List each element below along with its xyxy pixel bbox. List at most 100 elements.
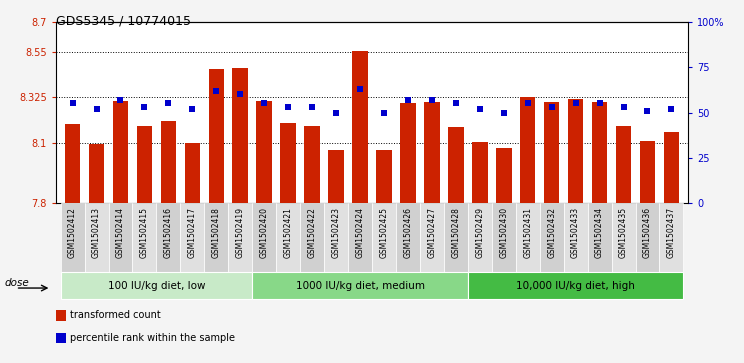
Text: GSM1502418: GSM1502418 bbox=[212, 207, 221, 258]
Text: GSM1502429: GSM1502429 bbox=[475, 207, 484, 258]
Text: GSM1502437: GSM1502437 bbox=[667, 207, 676, 258]
Bar bbox=[156, 203, 180, 272]
Bar bbox=[65, 124, 80, 203]
Bar bbox=[612, 203, 635, 272]
Bar bbox=[424, 102, 440, 203]
Text: GSM1502412: GSM1502412 bbox=[68, 207, 77, 258]
Bar bbox=[664, 132, 679, 203]
Point bbox=[450, 101, 462, 106]
Bar bbox=[640, 141, 655, 203]
Text: 1000 IU/kg diet, medium: 1000 IU/kg diet, medium bbox=[295, 281, 425, 291]
Text: GSM1502428: GSM1502428 bbox=[452, 207, 461, 258]
Point bbox=[354, 86, 366, 92]
Bar bbox=[300, 203, 324, 272]
Bar bbox=[161, 121, 176, 203]
Point bbox=[234, 91, 246, 97]
Bar bbox=[180, 203, 205, 272]
Bar bbox=[252, 203, 276, 272]
Bar bbox=[568, 99, 583, 203]
Bar bbox=[564, 203, 588, 272]
Text: GSM1502436: GSM1502436 bbox=[643, 207, 652, 258]
Point bbox=[570, 101, 582, 106]
Bar bbox=[544, 102, 559, 203]
Bar bbox=[60, 203, 85, 272]
Text: transformed count: transformed count bbox=[70, 310, 161, 320]
Point bbox=[402, 97, 414, 103]
Point bbox=[187, 106, 199, 112]
Text: 10,000 IU/kg diet, high: 10,000 IU/kg diet, high bbox=[516, 281, 635, 291]
Bar bbox=[205, 203, 228, 272]
Bar bbox=[56, 310, 65, 321]
Bar bbox=[228, 203, 252, 272]
Point bbox=[91, 106, 103, 112]
Bar bbox=[257, 101, 272, 203]
Bar bbox=[396, 203, 420, 272]
Bar bbox=[89, 144, 104, 203]
Text: GSM1502435: GSM1502435 bbox=[619, 207, 628, 258]
Point bbox=[498, 110, 510, 115]
Bar bbox=[276, 203, 300, 272]
Bar bbox=[591, 102, 607, 203]
Bar bbox=[635, 203, 659, 272]
Bar bbox=[137, 126, 153, 203]
Bar bbox=[616, 126, 632, 203]
Bar bbox=[208, 69, 224, 203]
Point bbox=[522, 101, 533, 106]
Bar bbox=[185, 143, 200, 203]
Point bbox=[258, 101, 270, 106]
Point bbox=[162, 101, 174, 106]
Point bbox=[282, 104, 294, 110]
Text: GSM1502430: GSM1502430 bbox=[499, 207, 508, 258]
Bar bbox=[468, 272, 684, 299]
Bar bbox=[516, 203, 539, 272]
Point bbox=[67, 101, 79, 106]
Bar bbox=[109, 203, 132, 272]
Point bbox=[211, 88, 222, 94]
Text: GSM1502417: GSM1502417 bbox=[187, 207, 197, 258]
Point bbox=[618, 104, 629, 110]
Text: GSM1502416: GSM1502416 bbox=[164, 207, 173, 258]
Bar bbox=[376, 150, 392, 203]
Text: GSM1502420: GSM1502420 bbox=[260, 207, 269, 258]
Text: GDS5345 / 10774015: GDS5345 / 10774015 bbox=[56, 15, 190, 28]
Text: GSM1502432: GSM1502432 bbox=[547, 207, 557, 258]
Bar bbox=[328, 150, 344, 203]
Text: GSM1502414: GSM1502414 bbox=[116, 207, 125, 258]
Point bbox=[665, 106, 677, 112]
Bar bbox=[85, 203, 109, 272]
Text: 100 IU/kg diet, low: 100 IU/kg diet, low bbox=[108, 281, 205, 291]
Text: GSM1502424: GSM1502424 bbox=[356, 207, 365, 258]
Bar bbox=[280, 123, 296, 203]
Text: GSM1502415: GSM1502415 bbox=[140, 207, 149, 258]
Point bbox=[594, 101, 606, 106]
Point bbox=[115, 97, 126, 103]
Text: GSM1502434: GSM1502434 bbox=[595, 207, 604, 258]
Text: GSM1502426: GSM1502426 bbox=[403, 207, 412, 258]
Text: GSM1502419: GSM1502419 bbox=[236, 207, 245, 258]
Point bbox=[641, 108, 653, 114]
Point bbox=[330, 110, 342, 115]
Bar bbox=[372, 203, 396, 272]
Point bbox=[307, 104, 318, 110]
Bar bbox=[56, 333, 65, 343]
Bar bbox=[132, 203, 156, 272]
Bar bbox=[324, 203, 348, 272]
Bar bbox=[492, 203, 516, 272]
Text: percentile rank within the sample: percentile rank within the sample bbox=[70, 333, 235, 343]
Bar bbox=[252, 272, 468, 299]
Bar bbox=[60, 272, 252, 299]
Bar bbox=[496, 148, 512, 203]
Bar bbox=[659, 203, 684, 272]
Text: GSM1502433: GSM1502433 bbox=[571, 207, 580, 258]
Bar bbox=[232, 68, 248, 203]
Bar bbox=[448, 127, 464, 203]
Text: GSM1502423: GSM1502423 bbox=[332, 207, 341, 258]
Point bbox=[378, 110, 390, 115]
Bar bbox=[352, 51, 368, 203]
Text: GSM1502413: GSM1502413 bbox=[92, 207, 101, 258]
Bar bbox=[468, 203, 492, 272]
Text: GSM1502422: GSM1502422 bbox=[307, 207, 317, 258]
Text: GSM1502427: GSM1502427 bbox=[427, 207, 437, 258]
Bar bbox=[348, 203, 372, 272]
Bar bbox=[304, 126, 320, 203]
